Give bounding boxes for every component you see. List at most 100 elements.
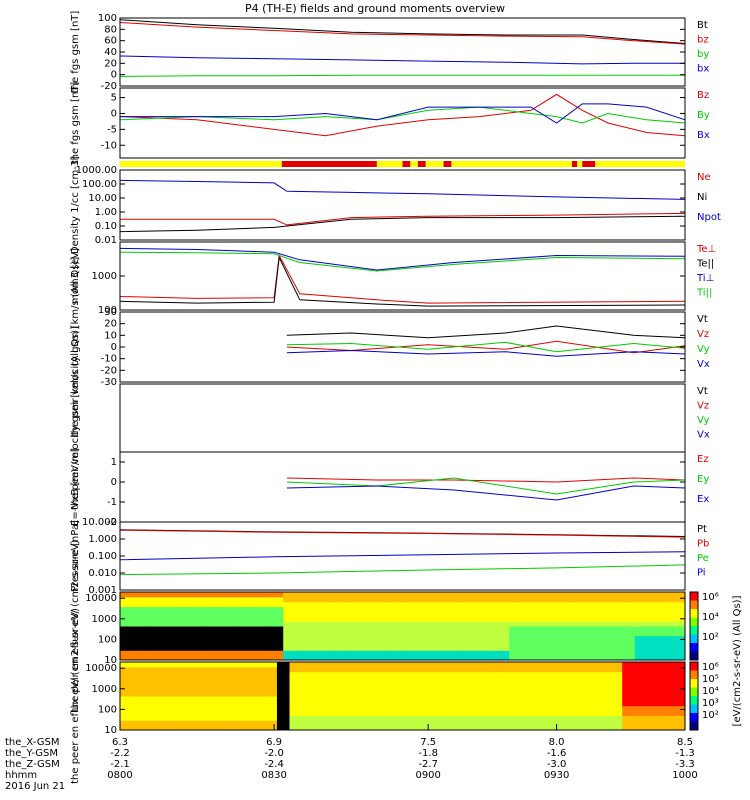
spectrogram-cell [201, 630, 209, 637]
spectrogram-cell [622, 640, 629, 646]
spectrogram-cell [189, 611, 196, 617]
spectrogram-cell [327, 705, 334, 712]
spectrogram-cell [641, 676, 648, 682]
spectrogram-cell [214, 696, 221, 702]
spectrogram-cell [163, 655, 171, 661]
spectrogram-cell [502, 700, 510, 707]
spectrogram-cell [201, 725, 209, 731]
spectrogram-cell [578, 592, 586, 598]
spectrogram-cell [314, 616, 322, 622]
spectrogram-cell [666, 650, 673, 656]
spectrogram-cell [584, 710, 592, 716]
spectrogram-cell [502, 666, 510, 673]
spectrogram-cell [597, 621, 604, 627]
spectrogram-cell [628, 596, 636, 603]
spectrogram-cell [295, 705, 303, 712]
spectrogram-cell [502, 592, 510, 598]
spectrogram-cell [540, 611, 548, 617]
legend-Ti||: Ti|| [696, 288, 712, 299]
spectrogram-cell [427, 700, 435, 707]
xaxis-value: -1.6 [547, 748, 567, 759]
ytick-label: 40 [104, 47, 117, 58]
spectrogram-cell [151, 645, 159, 651]
spectrogram-cell [283, 596, 290, 603]
spectrogram-cell [226, 630, 234, 637]
panel-frame [119, 241, 686, 311]
spectrogram-cell [195, 681, 203, 687]
spectrogram-cell [151, 601, 159, 608]
colorbar-1-cell [690, 592, 698, 601]
spectrogram-cell [327, 696, 334, 702]
spectrogram-cell [572, 645, 579, 651]
spectrogram-cell [276, 592, 284, 598]
legend-Vx: Vx [697, 359, 710, 370]
spectrogram-cell [151, 710, 159, 716]
spectrogram-cell [251, 596, 259, 603]
spectrogram-cell [427, 650, 435, 656]
spectrogram-cell [358, 596, 366, 603]
spectrogram-cell [383, 635, 391, 642]
spectrogram-cell [515, 650, 523, 656]
spectrogram-cell [251, 671, 259, 678]
spectrogram-cell [258, 630, 265, 637]
spectrogram-cell [572, 662, 579, 668]
spectrogram-cell [559, 715, 567, 721]
spectrogram-cell [207, 616, 215, 622]
spectrogram-cell [628, 666, 636, 673]
spectrogram-cell [251, 640, 259, 646]
spectrogram-cell [239, 686, 247, 692]
spectrogram-cell [509, 611, 516, 617]
spectrogram-cell [515, 691, 523, 697]
spectrogram-cell [653, 676, 661, 682]
ytick-label: 0.001 [88, 585, 117, 596]
spectrogram-cell [295, 621, 303, 627]
spectrogram-cell [446, 596, 454, 603]
spectrogram-cell [176, 616, 184, 622]
spectrogram-cell [446, 655, 454, 661]
spectrogram-cell [364, 611, 372, 617]
spectrogram-cell [163, 616, 171, 622]
spectrogram-cell [251, 696, 259, 702]
spectrogram-cell [421, 601, 429, 608]
spectrogram-cell [559, 662, 567, 668]
spectrogram-cell [176, 710, 184, 716]
spectrogram-cell [383, 640, 391, 646]
spectrogram-cell [659, 655, 667, 661]
spectrogram-cell [415, 720, 422, 726]
spectrogram-cell [346, 686, 353, 692]
spectrogram-cell [364, 662, 372, 668]
spectrogram-cell [233, 655, 240, 661]
spectrogram-cell [120, 691, 127, 697]
spectrogram-cell [609, 626, 617, 632]
spectrogram-cell [371, 686, 378, 692]
spectrogram-cell [528, 640, 535, 646]
spectrogram-cell [647, 645, 655, 651]
spectrogram-cell [546, 611, 554, 617]
spectrogram-cell [320, 696, 328, 702]
spectrogram-cell [415, 655, 422, 661]
spectrogram-cell [433, 671, 441, 678]
spectrogram-cell [622, 666, 629, 673]
spectrogram-cell [157, 691, 165, 697]
spectrogram-cell [289, 650, 297, 656]
spectrogram-cell [477, 710, 485, 716]
spectrogram-cell [170, 616, 177, 622]
colorbar-2-cell [690, 721, 698, 731]
spectrogram-cell [389, 650, 397, 656]
spectrogram-cell [233, 626, 240, 632]
spectrogram-cell [628, 630, 636, 637]
spectrogram-cell [283, 700, 290, 707]
spectrogram-cell [590, 671, 598, 678]
spectrogram-cell [126, 635, 134, 642]
spectrogram-cell [427, 705, 435, 712]
spectrogram-cell [170, 676, 177, 682]
series-bz [119, 22, 686, 45]
spectrogram-cell [320, 596, 328, 603]
spectrogram-cell [440, 635, 447, 642]
spectrogram-cell [201, 686, 209, 692]
spectrogram-cell [452, 611, 460, 617]
spectrogram-cell [258, 650, 265, 656]
spectrogram-cell [327, 645, 334, 651]
spectrogram-cell [289, 655, 297, 661]
spectrogram-cell [308, 681, 316, 687]
